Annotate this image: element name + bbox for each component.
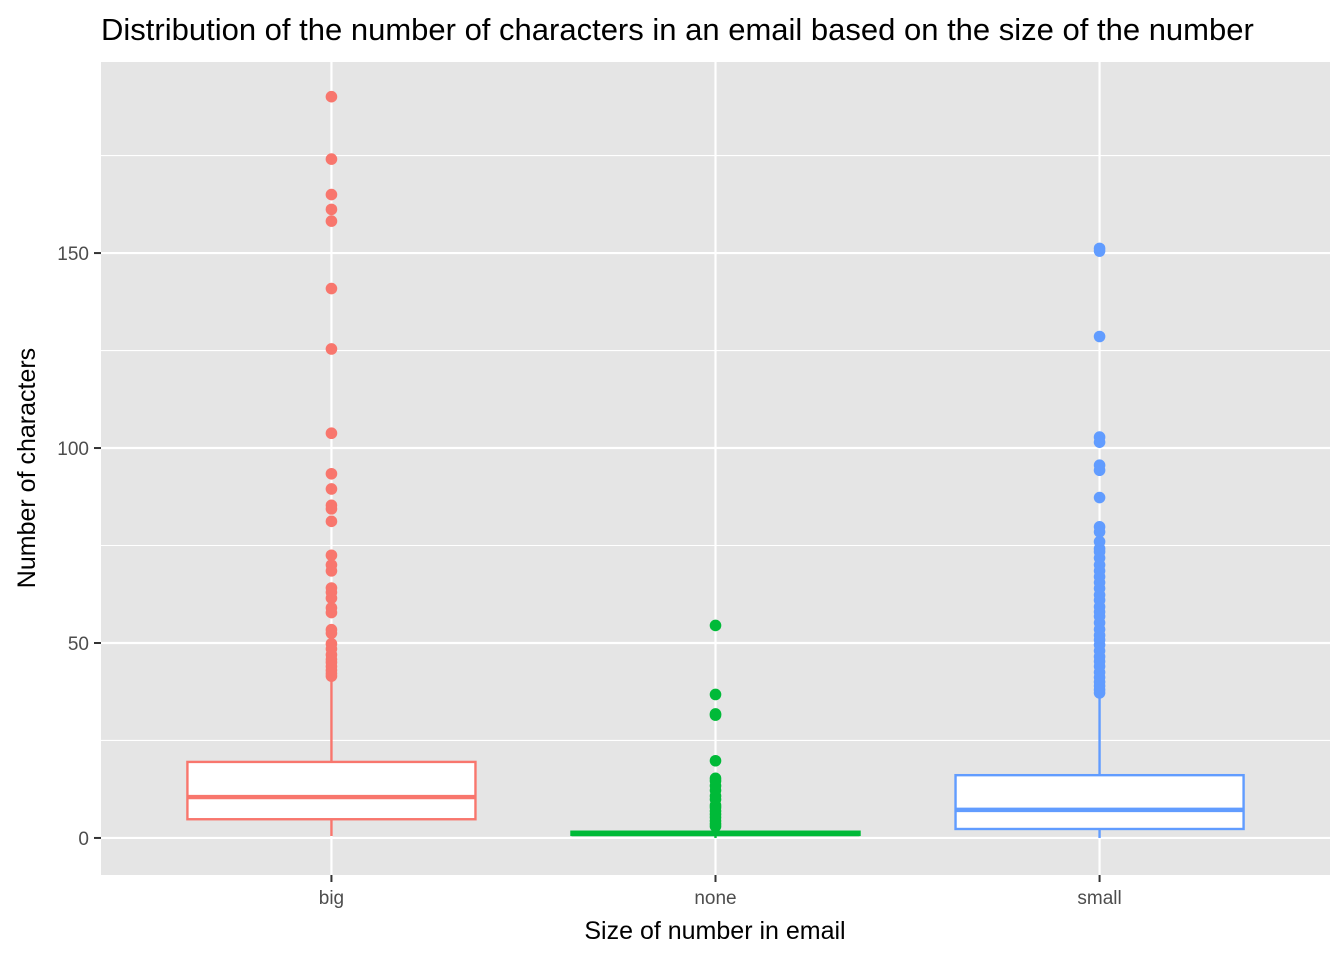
outlier-point <box>325 203 338 216</box>
outlier-point <box>325 503 338 515</box>
x-axis: big none small <box>319 875 1122 909</box>
outlier-point <box>325 90 338 103</box>
outlier-points <box>325 90 1106 833</box>
outlier-point <box>709 754 722 767</box>
outlier-point <box>325 515 338 528</box>
box-big <box>186 676 477 837</box>
outlier-point <box>325 606 338 619</box>
outlier-point <box>325 483 338 495</box>
outlier-point <box>325 592 338 604</box>
y-tick-label: 150 <box>57 244 89 265</box>
y-tick-label: 50 <box>68 634 89 655</box>
outlier-point <box>325 153 338 165</box>
outlier-point <box>325 670 338 682</box>
outliers-small <box>1093 242 1106 699</box>
box-iqr <box>186 760 477 821</box>
y-tick-label: 0 <box>78 829 89 850</box>
outlier-point <box>325 215 338 227</box>
chart-title: Distribution of the number of characters… <box>101 12 1254 47</box>
box-small <box>954 695 1245 838</box>
outlier-point <box>325 188 338 201</box>
y-axis-title: Number of characters <box>13 348 41 588</box>
x-tick-label: none <box>694 888 736 909</box>
outlier-point <box>325 467 338 480</box>
outlier-point <box>1093 245 1106 257</box>
outliers-big <box>325 90 338 682</box>
outlier-point <box>325 549 338 562</box>
outlier-point <box>1093 436 1106 448</box>
y-tick-label: 100 <box>57 439 89 460</box>
outlier-point <box>1093 491 1106 504</box>
outlier-point <box>325 282 338 295</box>
y-axis: 0 50 100 150 <box>57 244 101 850</box>
outlier-point <box>1093 687 1106 699</box>
box-iqr <box>954 773 1245 831</box>
x-axis-title: Size of number in email <box>584 917 845 945</box>
outlier-point <box>325 565 338 577</box>
outliers-none <box>709 619 722 833</box>
outlier-point <box>709 619 722 632</box>
x-tick-label: big <box>319 888 344 909</box>
outlier-point <box>325 343 338 355</box>
outlier-point <box>325 627 338 640</box>
outlier-point <box>709 688 722 701</box>
outlier-point <box>709 820 722 833</box>
x-tick-label: small <box>1077 888 1121 909</box>
outlier-point <box>1093 464 1106 477</box>
outlier-point <box>1093 330 1106 343</box>
outlier-point <box>1093 526 1106 538</box>
outlier-point <box>709 709 722 721</box>
outlier-point <box>325 427 338 440</box>
